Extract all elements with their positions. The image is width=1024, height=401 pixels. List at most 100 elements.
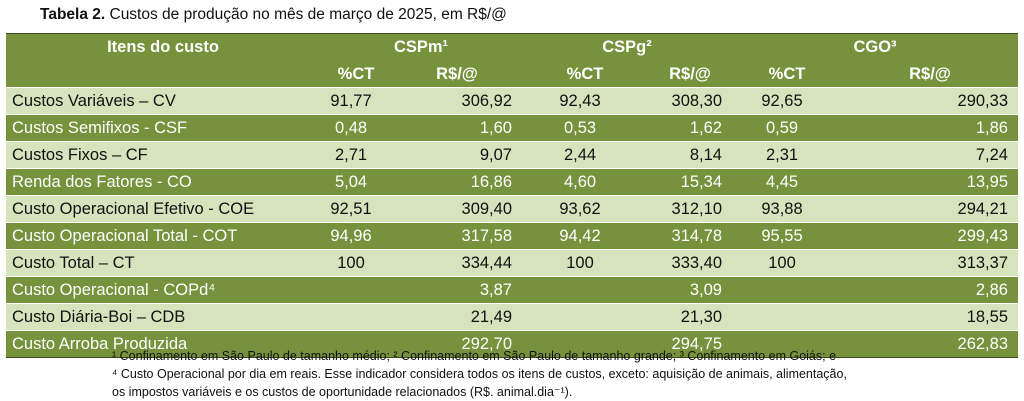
table-row: Custo Arroba Produzida 292,70 294,75 262,83 [6, 330, 1018, 358]
row-label: Custo Arroba Produzida [6, 330, 320, 358]
rs-per-arroba-cell: 8,14 [648, 141, 732, 169]
rs-per-arroba-cell: 16,86 [392, 168, 522, 196]
pct-ct-cell: 100 [522, 249, 648, 277]
rs-per-arroba-cell: 1,60 [392, 114, 522, 142]
pct-ct-cell: 2,71 [320, 141, 392, 169]
group-header-cspm: CSPm¹ [320, 33, 522, 61]
pct-ct-cell [320, 330, 392, 358]
table-row: Custo Operacional Efetivo - COE 92,51 309,… [6, 195, 1018, 223]
subheader-pct: %CT [732, 61, 842, 88]
rs-per-arroba-cell: 2,86 [842, 276, 1018, 304]
rs-per-arroba-cell: 9,07 [392, 141, 522, 169]
footnote-line: ¹ Confinamento em São Paulo de tamanho m… [112, 349, 837, 363]
rs-per-arroba-cell: 292,70 [392, 330, 522, 358]
table-caption: Tabela 2. Custos de produção no mês de m… [40, 6, 507, 24]
row-label: Custos Variáveis – CV [6, 87, 320, 115]
rs-per-arroba-cell: 309,40 [392, 195, 522, 223]
rs-per-arroba-cell: 333,40 [648, 249, 732, 277]
pct-ct-cell: 100 [320, 249, 392, 277]
pct-ct-cell: 0,48 [320, 114, 392, 142]
pct-ct-cell: 4,45 [732, 168, 842, 196]
subheader-rs: R$/@ [842, 61, 1018, 88]
pct-ct-cell [320, 303, 392, 331]
rs-per-arroba-cell: 306,92 [392, 87, 522, 115]
pct-ct-cell: 4,60 [522, 168, 648, 196]
rs-per-arroba-cell: 3,87 [392, 276, 522, 304]
rs-per-arroba-cell: 13,95 [842, 168, 1018, 196]
pct-ct-cell: 5,04 [320, 168, 392, 196]
table-row: Custo Diária-Boi – CDB 21,49 21,30 18,55 [6, 303, 1018, 331]
group-header-cspg: CSPg² [522, 33, 732, 61]
row-label: Custo Operacional Efetivo - COE [6, 195, 320, 223]
pct-ct-cell: 92,65 [732, 87, 842, 115]
header-row: Itens do custo CSPm¹ CSPg² CGO³ [6, 33, 1018, 61]
row-label: Renda dos Fatores - CO [6, 168, 320, 196]
pct-ct-cell [522, 303, 648, 331]
pct-ct-cell [732, 303, 842, 331]
row-label: Custo Operacional Total - COT [6, 222, 320, 250]
rs-per-arroba-cell: 1,86 [842, 114, 1018, 142]
pct-ct-cell: 94,96 [320, 222, 392, 250]
pct-ct-cell [732, 276, 842, 304]
pct-ct-cell: 2,44 [522, 141, 648, 169]
table-row: Custos Variáveis – CV 91,77 306,92 92,43 308… [6, 87, 1018, 115]
pct-ct-cell: 95,55 [732, 222, 842, 250]
rs-per-arroba-cell: 299,43 [842, 222, 1018, 250]
row-label: Custos Semifixos - CSF [6, 114, 320, 142]
pct-ct-cell: 91,77 [320, 87, 392, 115]
cost-table: Itens do custo CSPm¹ CSPg² CGO³ %CT R$/@… [6, 33, 1018, 358]
rs-per-arroba-cell: 294,21 [842, 195, 1018, 223]
caption-prefix: Tabela 2. [40, 6, 106, 23]
subheader-rs: R$/@ [648, 61, 732, 88]
table-row: Custos Semifixos - CSF 0,48 1,60 0,53 1,62 0,… [6, 114, 1018, 142]
rs-per-arroba-cell: 312,10 [648, 195, 732, 223]
items-header: Itens do custo [6, 33, 320, 61]
table-row: Custo Total – CT 100 334,44 100 333,40 100 313… [6, 249, 1018, 277]
pct-ct-cell: 93,62 [522, 195, 648, 223]
pct-ct-cell [732, 330, 842, 358]
table-row: Renda dos Fatores - CO 5,04 16,86 4,60 15,34… [6, 168, 1018, 196]
row-label: Custo Diária-Boi – CDB [6, 303, 320, 331]
rs-per-arroba-cell: 18,55 [842, 303, 1018, 331]
pct-ct-cell: 92,43 [522, 87, 648, 115]
footnote-line: ⁴ Custo Operacional por dia em reais. Es… [112, 367, 847, 381]
rs-per-arroba-cell: 334,44 [392, 249, 522, 277]
row-label: Custo Total – CT [6, 249, 320, 277]
footnote-line: os impostos variáveis e os custos de opo… [112, 385, 573, 399]
rs-per-arroba-cell: 294,75 [648, 330, 732, 358]
rs-per-arroba-cell: 15,34 [648, 168, 732, 196]
rs-per-arroba-cell: 262,83 [842, 330, 1018, 358]
rs-per-arroba-cell: 7,24 [842, 141, 1018, 169]
table-row: Custos Fixos – CF 2,71 9,07 2,44 8,14 2,31 7,2… [6, 141, 1018, 169]
pct-ct-cell: 2,31 [732, 141, 842, 169]
rs-per-arroba-cell: 3,09 [648, 276, 732, 304]
row-label: Custos Fixos – CF [6, 141, 320, 169]
rs-per-arroba-cell: 21,30 [648, 303, 732, 331]
caption-text: Custos de produção no mês de março de 20… [105, 6, 507, 23]
rs-per-arroba-cell: 313,37 [842, 249, 1018, 277]
pct-ct-cell: 92,51 [320, 195, 392, 223]
table-row: Custo Operacional - COPd⁴ 3,87 3,09 2,86 [6, 276, 1018, 304]
table-row: Custo Operacional Total - COT 94,96 317,58… [6, 222, 1018, 250]
group-header-cgo: CGO³ [732, 33, 1018, 61]
subheader-empty [6, 61, 320, 88]
rs-per-arroba-cell: 290,33 [842, 87, 1018, 115]
footnotes: ¹ Confinamento em São Paulo de tamanho m… [112, 347, 847, 401]
pct-ct-cell: 94,42 [522, 222, 648, 250]
subheader-row: %CT R$/@ %CT R$/@ %CT R$/@ [6, 61, 1018, 88]
table-body: Custos Variáveis – CV 91,77 306,92 92,43 308… [6, 87, 1018, 358]
subheader-rs: R$/@ [392, 61, 522, 88]
pct-ct-cell [522, 276, 648, 304]
pct-ct-cell: 0,53 [522, 114, 648, 142]
rs-per-arroba-cell: 314,78 [648, 222, 732, 250]
pct-ct-cell: 0,59 [732, 114, 842, 142]
subheader-pct: %CT [320, 61, 392, 88]
row-label: Custo Operacional - COPd⁴ [6, 276, 320, 304]
rs-per-arroba-cell: 308,30 [648, 87, 732, 115]
rs-per-arroba-cell: 317,58 [392, 222, 522, 250]
rs-per-arroba-cell: 1,62 [648, 114, 732, 142]
rs-per-arroba-cell: 21,49 [392, 303, 522, 331]
pct-ct-cell [522, 330, 648, 358]
pct-ct-cell: 100 [732, 249, 842, 277]
pct-ct-cell [320, 276, 392, 304]
